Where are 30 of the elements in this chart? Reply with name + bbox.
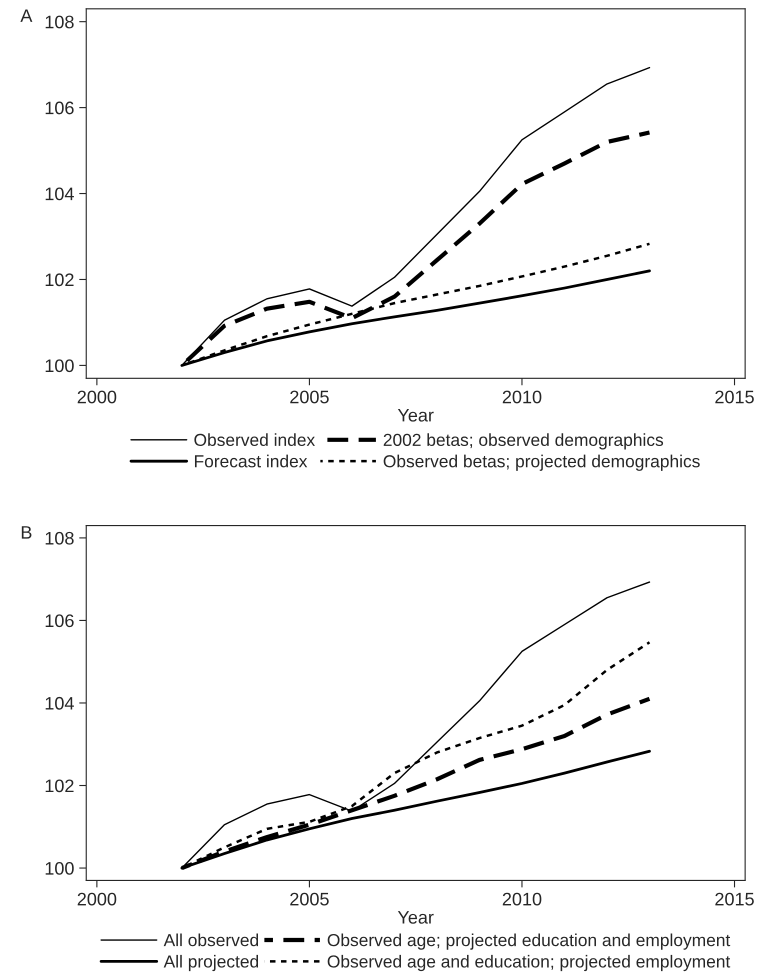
- legend-label: All observed: [164, 934, 258, 946]
- x-tick-label: 2005: [290, 892, 329, 906]
- x-tick-label: 2010: [502, 390, 542, 404]
- text: B: [22, 526, 32, 539]
- x-tick-label: 2000: [78, 892, 116, 906]
- y-tick-label: 108: [46, 532, 74, 545]
- x-tick-label: 2000: [78, 390, 116, 404]
- y-tick-label: 100: [46, 359, 74, 372]
- y-tick-label: 102: [46, 779, 74, 792]
- text: A: [20, 9, 32, 22]
- x-axis-title: Year: [398, 911, 434, 924]
- x-tick-label: 2015: [715, 390, 754, 404]
- x-tick-label: 2015: [715, 892, 754, 906]
- y-tick-label: 104: [46, 187, 74, 200]
- y-tick-label: 102: [46, 273, 74, 286]
- y-tick-label: 106: [46, 614, 74, 628]
- y-tick-label: 104: [46, 696, 74, 710]
- legend-label: All projected: [164, 954, 258, 972]
- legend-label: Observed index: [194, 433, 315, 446]
- x-tick-label: 2005: [290, 390, 329, 404]
- legend-label: Forecast index: [194, 454, 308, 468]
- y-tick-label: 106: [46, 102, 74, 114]
- legend-label: 2002 betas; observed demographics: [384, 433, 664, 450]
- x-axis-title: Year: [398, 408, 434, 422]
- legend-label: Observed betas; projected demographics: [384, 454, 700, 471]
- legend-label: Observed age; projected education and employment: [328, 934, 730, 950]
- y-tick-label: 100: [46, 862, 74, 875]
- y-tick-label: 108: [46, 16, 74, 28]
- legend-label: Observed age and education; projected employment: [328, 954, 730, 972]
- x-tick-label: 2010: [502, 892, 542, 906]
